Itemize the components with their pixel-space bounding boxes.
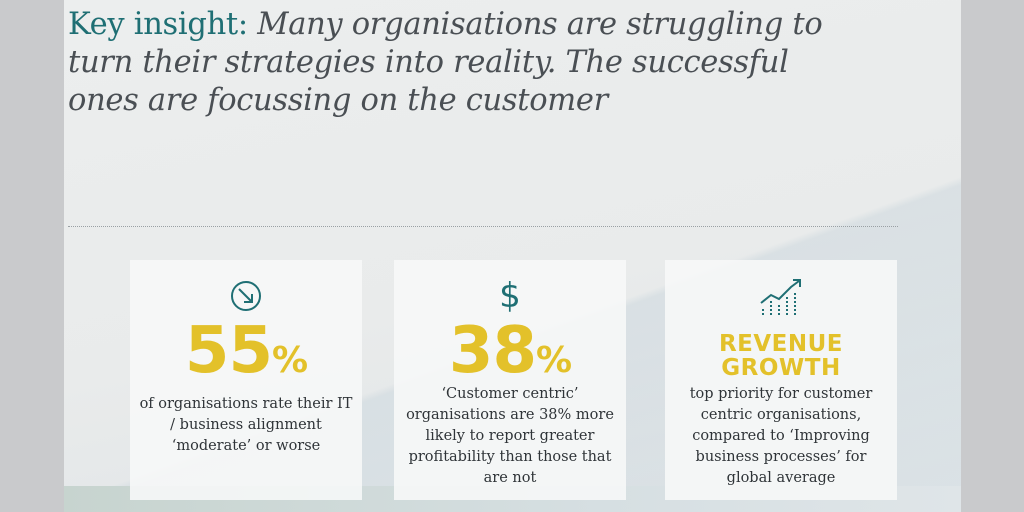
- stat-title-line1: REVENUE: [718, 331, 844, 357]
- stat-unit: %: [535, 340, 572, 381]
- stat-description: top priority for customer centric organi…: [689, 386, 873, 486]
- stat-number: 38: [448, 314, 537, 388]
- stat-description: ‘Customer centric’ organisations are 38%…: [406, 386, 614, 486]
- stat-card-alignment: 55% of organisations rate their IT / bus…: [130, 260, 362, 500]
- stat-title-line2: GROWTH: [721, 355, 841, 381]
- stat-card-revenue-growth: REVENUE GROWTH top priority for customer…: [665, 260, 897, 500]
- stat-title: REVENUE GROWTH: [665, 332, 897, 380]
- dollar-glyph: $: [499, 276, 521, 316]
- headline-body: Many organisations are struggling to tur…: [68, 7, 823, 118]
- headline-lead: Key insight:: [68, 7, 248, 42]
- arrow-down-right-circle-icon: [130, 274, 362, 318]
- stat-value: 38%: [394, 316, 626, 396]
- stat-value: 55%: [130, 316, 362, 396]
- headline: Key insight: Many organisations are stru…: [68, 6, 868, 120]
- stat-unit: %: [271, 340, 308, 381]
- dotted-divider: [68, 226, 898, 227]
- stat-number: 55: [184, 314, 273, 388]
- stat-card-profitability: $ 38% ‘Customer centric’ organisations a…: [394, 260, 626, 500]
- growth-chart-icon: [665, 274, 897, 318]
- stat-description: of organisations rate their IT / busines…: [139, 396, 353, 454]
- dollar-icon: $: [394, 274, 626, 318]
